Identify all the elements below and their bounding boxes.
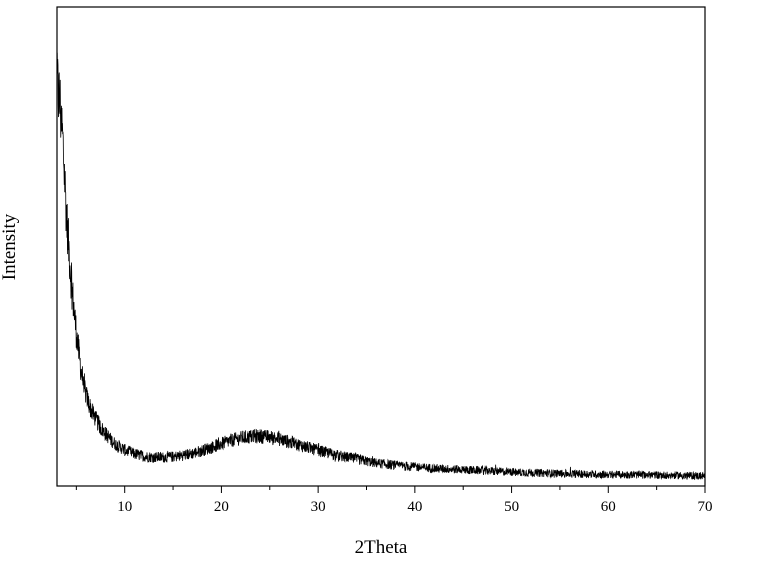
x-tick-label: 10 bbox=[117, 499, 132, 515]
x-axis-title: 2Theta bbox=[355, 537, 408, 558]
x-tick-label: 30 bbox=[311, 499, 326, 515]
x-tick-label: 60 bbox=[601, 499, 616, 515]
series-line bbox=[56, 52, 706, 481]
plot-frame bbox=[56, 6, 706, 487]
y-axis-title: Intensity bbox=[0, 213, 20, 280]
x-tick-label: 70 bbox=[698, 499, 713, 515]
x-ticks bbox=[75, 486, 706, 493]
x-tick-labels: 10 20 30 40 50 60 70 bbox=[117, 499, 712, 515]
x-tick-label: 20 bbox=[214, 499, 229, 515]
x-tick-label: 40 bbox=[407, 499, 422, 515]
x-tick-label: 50 bbox=[504, 499, 519, 515]
